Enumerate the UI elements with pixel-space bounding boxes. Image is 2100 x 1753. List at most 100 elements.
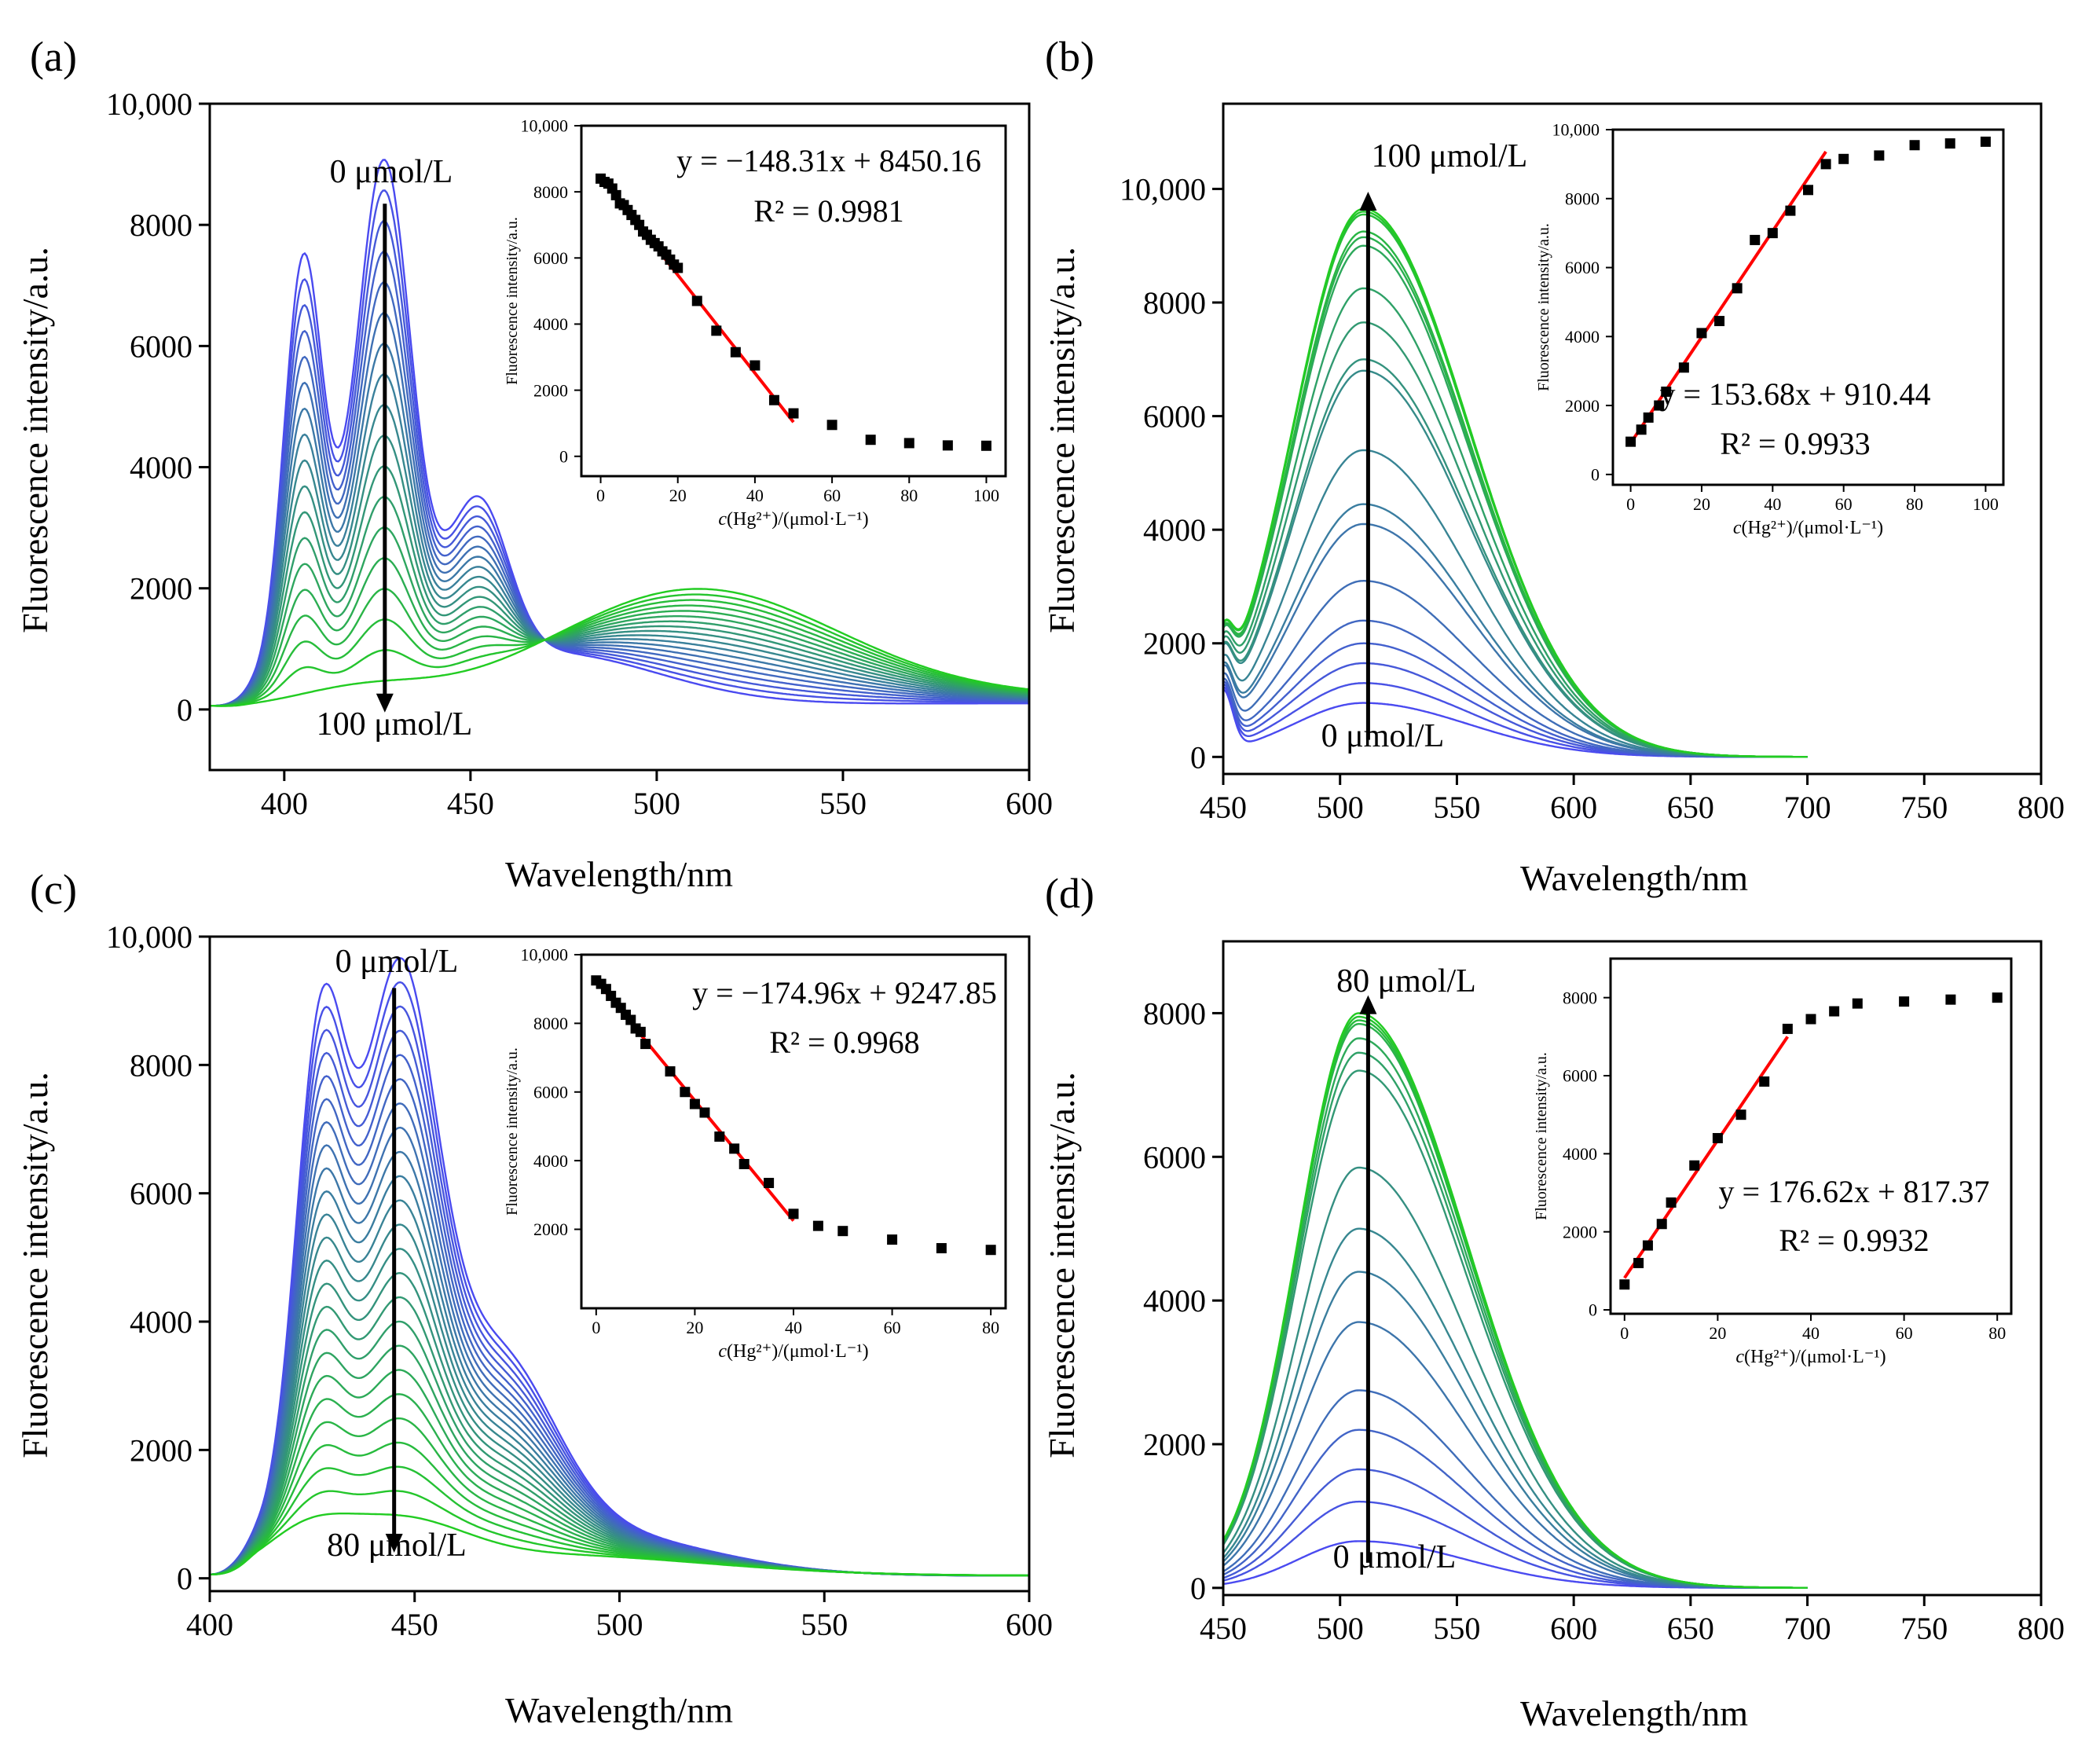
panel-c-inset-point [729, 1143, 740, 1154]
panel-a-arrow-top-label: 0 μmol/L [330, 154, 453, 190]
panel-a-xtick-label: 400 [261, 786, 308, 821]
panel-c-xtick-label: 600 [1006, 1607, 1053, 1642]
panel-d-spectrum-line [1223, 1271, 1808, 1589]
panel-a-inset-frame [580, 124, 1007, 478]
panel-c-inset-xtick-label: 80 [982, 1318, 999, 1337]
panel-c-inset-point [985, 1245, 996, 1256]
panel-d-inset-point [1633, 1257, 1644, 1268]
panel-c-xtick-label: 550 [801, 1607, 848, 1642]
panel-a-inset-ytick-label: 4000 [533, 314, 568, 334]
panel-a-spectrum-line [210, 189, 1029, 707]
panel-d-inset-point [1782, 1023, 1793, 1034]
panel-b-xtick-label: 800 [2018, 790, 2065, 825]
panel-c-inset-xlabel-var: c [718, 1341, 727, 1362]
panel-d-xtick-label: 800 [2018, 1611, 2065, 1646]
panel-c-inset-ytick-label: 10,000 [521, 945, 569, 965]
panel-b-inset-ytick-label: 2000 [1565, 396, 1600, 416]
panel-d-arrow-top-label: 80 μmol/L [1336, 963, 1476, 999]
panel-a-inset-point [730, 347, 741, 358]
panel-d-spectrum-line [1223, 1428, 1808, 1589]
panel-d-inset-point [1992, 992, 2003, 1003]
panel-d-inset-point [1619, 1279, 1630, 1290]
panel-c-inset-point [812, 1220, 823, 1231]
panel-d-inset-ylabel: Fluorescence intensity/a.u. [1533, 1052, 1550, 1220]
panel-c-inset-point [714, 1131, 725, 1142]
panel-b-inset-ytick-label: 0 [1591, 465, 1600, 485]
panel-c-inset-point [738, 1159, 749, 1170]
panel-c-inset-ytick-label: 8000 [533, 1014, 568, 1033]
panel-c-inset-xtick-label: 60 [884, 1318, 901, 1337]
panel-c-inset-point [699, 1107, 710, 1118]
panel-c-inset-ytick-label: 6000 [533, 1082, 568, 1102]
panel-b-inset-xtick-label: 100 [1973, 494, 1999, 514]
panel-a-xtick-label: 450 [447, 786, 494, 821]
panel-b-inset-point [1803, 185, 1813, 196]
panel-c-ytick-label: 4000 [130, 1304, 192, 1340]
panel-b-xtick-label: 650 [1667, 790, 1714, 825]
panel-d-inset-point [1945, 994, 1956, 1005]
panel-b-ytick-label: 0 [1190, 739, 1206, 775]
panel-d-spectrum-line [1223, 1468, 1808, 1589]
panel-a-spectrum-line [210, 159, 1029, 707]
panel-a-ytick-label: 10,000 [106, 86, 192, 122]
panel-b-inset-point [1767, 228, 1778, 239]
panel-d-inset-point [1656, 1219, 1667, 1230]
panel-a-spectrum-line [210, 312, 1029, 707]
panel-a-spectrum-line [210, 343, 1029, 707]
panel-a-inset-point [865, 435, 876, 446]
panel-b-inset-point [1678, 362, 1689, 373]
panel-a-ytick-label: 0 [177, 692, 192, 728]
panel-b-ytick-label: 10,000 [1120, 171, 1206, 207]
panel-b-ytick-label: 6000 [1143, 399, 1206, 435]
panel-d-arrow-head [1359, 995, 1377, 1014]
panel-d-xtick-label: 550 [1433, 1611, 1480, 1646]
panel-a-inset-point [788, 408, 799, 419]
panel-d-inset-ytick-label: 2000 [1563, 1222, 1597, 1241]
panel-d-spectrum-line [1223, 1540, 1808, 1589]
panel-c-ytick-label: 2000 [130, 1432, 192, 1468]
panel-b-inset-frame [1611, 128, 2005, 486]
panel-b-spectrum-line [1223, 662, 1808, 758]
panel-d-spectrum-line [1223, 1012, 1808, 1589]
panel-b-inset-point [1714, 316, 1725, 327]
panel-d-inset-xlabel-unit: (Hg²⁺)/(μmol·L⁻¹) [1744, 1347, 1886, 1367]
panel-b-inset-xlabel-unit: (Hg²⁺)/(μmol·L⁻¹) [1742, 518, 1884, 538]
panel-a-arrow-bottom-label: 100 μmol/L [317, 706, 473, 743]
panel-a-label: (a) [30, 33, 77, 80]
panel-d-inset-xlabel: c(Hg²⁺)/(μmol·L⁻¹) [1735, 1347, 1886, 1367]
panel-a-inset: 0 20 40 60 80 100 0 2000 4000 6000 8000 10,000 Fluor… [504, 116, 1007, 530]
panel-c-inset: 0 20 40 60 80 2000 4000 6000 8000 10,000 Fluoresce… [504, 945, 1007, 1362]
panel-b-inset-point [1980, 136, 1991, 147]
panel-d-inset-background [1611, 959, 2011, 1314]
panel-d-ytick-label: 6000 [1143, 1139, 1206, 1175]
panel-c-xtick-label: 450 [391, 1607, 438, 1642]
panel-c-inset-point [837, 1226, 848, 1237]
panel-d-inset-xtick-label: 80 [1988, 1323, 2006, 1343]
panel-b-ytick-label: 2000 [1143, 626, 1206, 662]
panel-c-inset-ylabel: Fluorescence intensity/a.u. [504, 1047, 521, 1216]
panel-c-arrow-head [385, 1534, 403, 1553]
panel-b-xtick-label: 700 [1784, 790, 1831, 825]
panel-a-inset-point [749, 360, 760, 371]
panel-a-inset-ytick-label: 2000 [533, 380, 568, 400]
panel-a-inset-point [768, 394, 779, 405]
panel-d-ytick-label: 0 [1190, 1571, 1206, 1606]
panel-b-ylabel: Fluorescence intensity/a.u. [1042, 247, 1082, 633]
panel-d-ytick-label: 2000 [1143, 1427, 1206, 1462]
panel-a-inset-ytick-label: 6000 [533, 248, 568, 268]
panel-b-spectrum-line [1223, 619, 1808, 758]
panel-c-ytick-label: 8000 [130, 1047, 192, 1083]
panel-c-inset-equation: y = −174.96x + 9247.85 [692, 975, 997, 1010]
panel-b-arrow-bottom-label: 0 μmol/L [1321, 718, 1445, 754]
panel-a-inset-xtick-label: 60 [823, 486, 841, 505]
panel-d-inset-xtick-label: 40 [1802, 1323, 1820, 1343]
panel-a-inset-xlabel-var: c [718, 509, 727, 530]
panel-a-spectrum-line [210, 251, 1029, 707]
panel-b-inset-point [1838, 153, 1849, 164]
panel-d-xtick-label: 650 [1667, 1611, 1714, 1646]
panel-a-xtick-label: 500 [633, 786, 680, 821]
panel-a-spectra [210, 159, 1029, 707]
panel-a-arrow-head [376, 693, 394, 713]
panel-c-inset-point [635, 1026, 646, 1037]
